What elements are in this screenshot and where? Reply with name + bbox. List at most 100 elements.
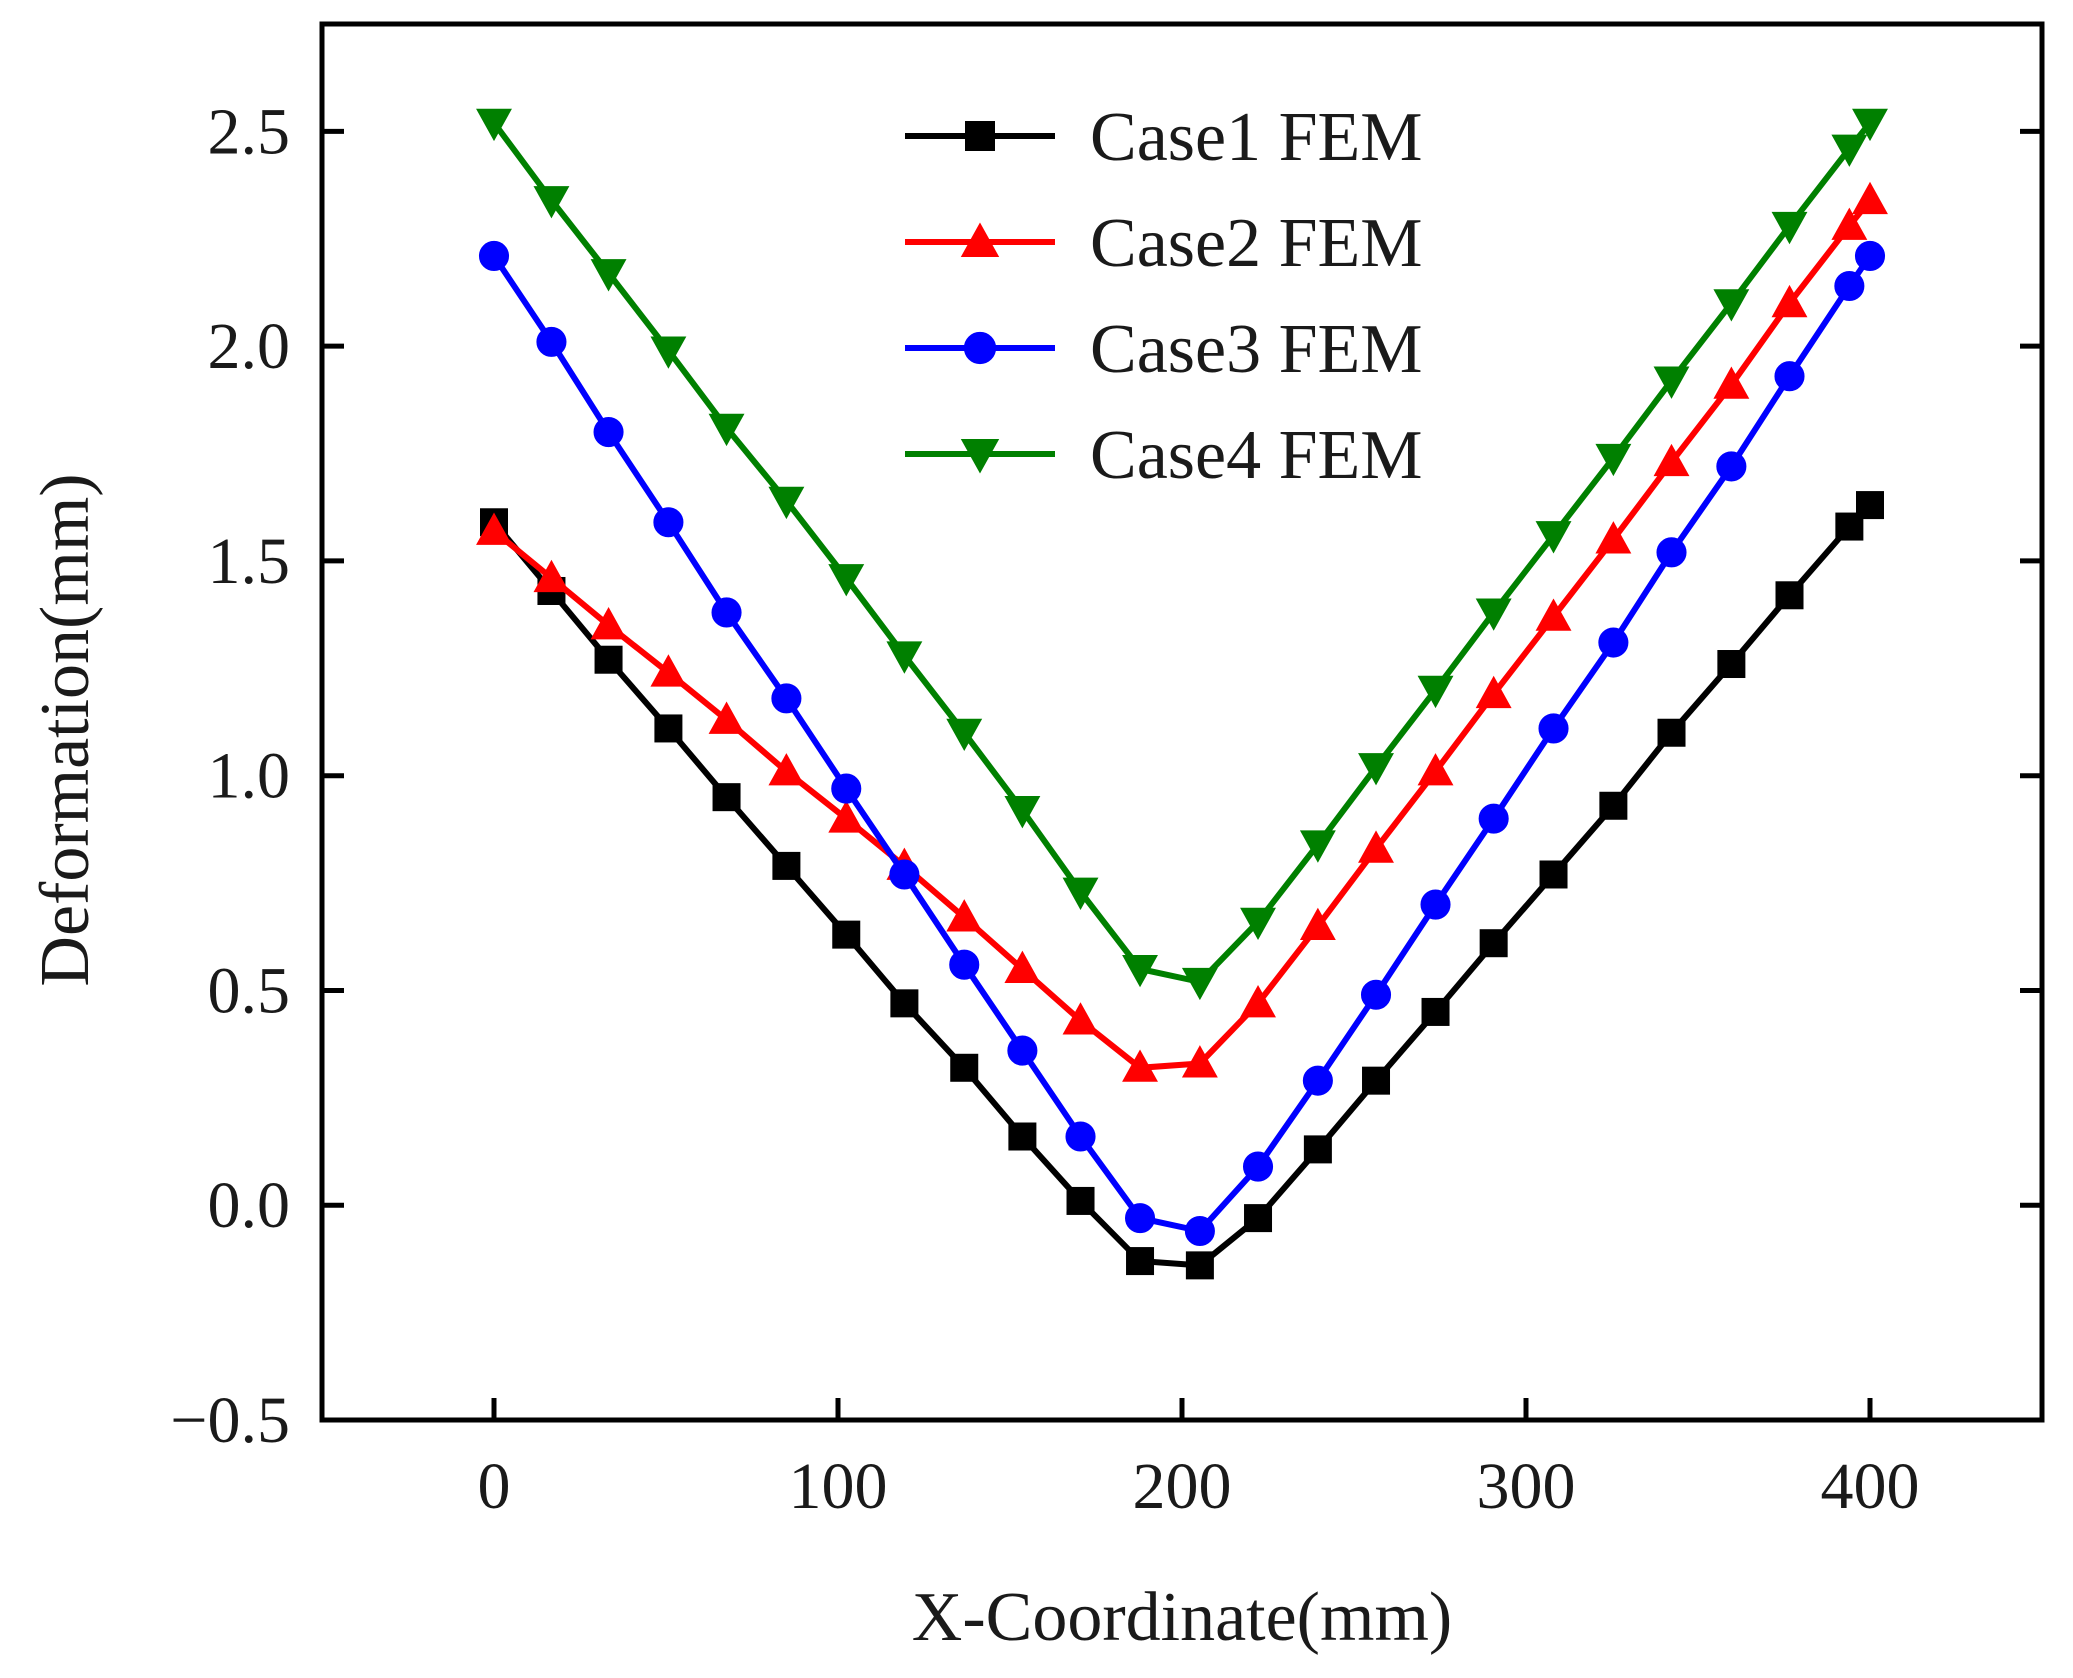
data-point [1302,1065,1333,1096]
data-point [1244,1204,1273,1233]
data-point [1653,366,1690,399]
data-point [889,859,920,890]
data-point [593,417,624,448]
data-point [1599,791,1628,820]
data-point [1475,675,1512,709]
legend-item-case3-fem: Case3 FEM [905,311,1423,388]
y-tick-label: 0.5 [208,954,291,1027]
data-point [1240,907,1276,941]
series-layer [476,108,1888,1280]
data-point [1716,451,1747,482]
data-point [1657,718,1686,747]
data-point [950,1053,979,1082]
data-point [1771,211,1808,245]
data-point [831,773,862,804]
data-point [771,683,802,714]
data-point [478,240,510,271]
legend-marker [960,222,1000,257]
data-point [1535,598,1572,631]
data-point [1181,1045,1218,1078]
data-point [1478,803,1509,834]
data-point [712,783,741,812]
data-point [536,326,567,357]
data-point [772,851,801,880]
y-tick-label: 1.5 [208,525,291,598]
legend-marker [965,121,995,151]
data-point [1775,581,1804,610]
data-point [1595,443,1632,477]
x-tick-label: 100 [789,1450,888,1523]
data-point [1126,1247,1155,1276]
data-point [1771,284,1808,318]
data-point [654,714,683,743]
data-point [1539,860,1568,889]
series-case4-fem [476,108,1888,1001]
data-point [1535,521,1572,554]
series-case3-fem [478,240,1886,1247]
data-point [1358,830,1394,863]
data-point [1299,907,1336,941]
data-point [1185,1251,1214,1280]
data-point [711,597,742,628]
data-point [828,564,865,597]
data-point [708,701,745,734]
data-point [476,108,512,142]
data-point [1303,1135,1332,1164]
data-point [1299,830,1336,863]
data-point [1066,1186,1095,1215]
data-point [1184,1215,1215,1247]
legend-marker [963,331,997,365]
x-axis-title: X-Coordinate(mm) [912,1579,1452,1656]
x-tick-label: 200 [1133,1450,1232,1523]
data-point [1420,889,1451,920]
data-point [1062,1002,1099,1035]
ticks-layer: 0 100 200 300 400 −0.5 0.0 0.5 1.0 1.5 2.0 2.5 [170,95,2042,1523]
data-point [1475,598,1512,631]
data-point [1717,650,1746,679]
legend-label: Case1 FEM [1090,99,1423,176]
legend: Case1 FEM Case2 FEM Case3 FEM Case4 FEM [905,99,1423,494]
data-point [1242,1151,1274,1182]
x-tick-label: 400 [1821,1450,1920,1523]
y-tick-label: 2.0 [208,310,291,383]
data-point [1417,753,1454,786]
data-point [650,654,687,687]
data-point [886,641,923,674]
data-point [1831,207,1868,240]
data-point [1774,361,1805,392]
legend-label: Case2 FEM [1090,205,1423,282]
data-point [708,413,745,447]
legend-item-case1-fem: Case1 FEM [905,99,1423,176]
data-point [1421,997,1450,1026]
data-point [476,512,512,545]
data-point [1358,753,1394,786]
data-point [946,899,983,932]
series-case2-fem [476,181,1888,1082]
legend-marker [960,439,1000,474]
series-line [491,503,1873,1269]
data-point [1854,240,1886,271]
data-point [1004,796,1041,829]
data-point [1598,627,1629,658]
data-point [1417,675,1454,709]
data-point [1062,877,1099,910]
x-tick-label: 0 [478,1450,511,1523]
data-point [590,607,627,640]
data-point [768,486,805,520]
data-point [1122,1049,1158,1082]
data-point [1856,491,1884,520]
data-point [1479,929,1508,958]
data-point [1362,1066,1391,1095]
data-point [1124,1203,1156,1234]
y-tick-label: 1.0 [208,740,291,813]
data-point [1834,270,1865,302]
data-point [1595,521,1632,554]
data-point [590,259,627,292]
data-point [1004,950,1041,983]
data-point [1240,985,1276,1018]
legend-item-case4-fem: Case4 FEM [905,417,1423,494]
data-point [594,645,623,674]
data-point [1656,537,1687,568]
